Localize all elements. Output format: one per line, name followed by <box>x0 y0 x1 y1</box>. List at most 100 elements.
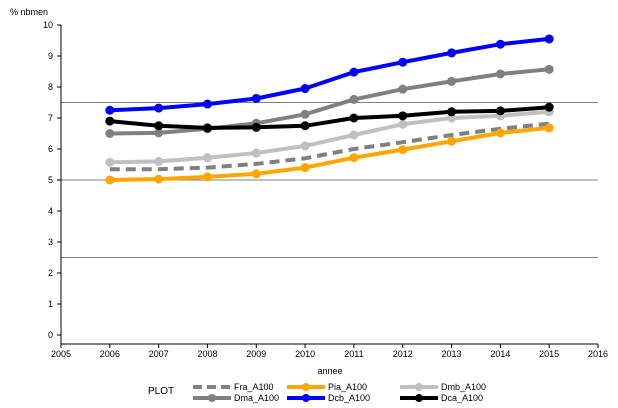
legend-item-Dma_A100: Dma_A100 <box>193 393 279 403</box>
data-point <box>349 130 359 140</box>
data-point <box>202 123 212 133</box>
series-layer <box>105 34 554 185</box>
data-point <box>447 76 457 86</box>
data-point <box>349 153 359 163</box>
y-axis-title: % nbmen <box>10 7 48 17</box>
legend-label: Dcb_A100 <box>328 393 370 403</box>
data-point <box>251 122 261 132</box>
data-point <box>495 69 505 79</box>
data-point <box>544 123 554 133</box>
series-Dma_A100 <box>105 64 554 138</box>
data-point <box>154 121 164 131</box>
data-point <box>398 111 408 121</box>
y-tick-label: 3 <box>48 237 53 247</box>
legend-item-Dcb_A100: Dcb_A100 <box>287 393 370 403</box>
y-tick-label: 5 <box>48 175 53 185</box>
series-line <box>109 125 550 182</box>
data-point <box>300 121 310 131</box>
data-point <box>154 174 164 184</box>
x-tick-label: 2011 <box>344 349 363 359</box>
x-tick-label: 2012 <box>393 349 413 359</box>
series-Dcb_A100 <box>105 34 554 115</box>
y-tick-label: 6 <box>48 144 53 154</box>
series-line <box>109 67 550 136</box>
data-point <box>251 169 261 179</box>
x-tick-label: 2010 <box>295 349 315 359</box>
y-ticks: 0 1 2 3 4 5 6 7 8 9 10 <box>43 20 61 340</box>
y-tick-label: 7 <box>48 113 53 123</box>
data-point <box>398 57 408 67</box>
series-line <box>109 36 550 113</box>
x-tick-label: 2005 <box>51 349 71 359</box>
series-Dca_A100 <box>105 102 554 133</box>
data-point <box>447 107 457 117</box>
data-point <box>154 128 164 138</box>
data-point <box>300 109 310 119</box>
legend-label: Dma_A100 <box>234 393 279 403</box>
series-Pia_A100 <box>105 123 554 185</box>
data-point <box>300 84 310 94</box>
data-point <box>251 93 261 103</box>
legend-title: PLOT <box>148 386 174 397</box>
data-point <box>447 136 457 146</box>
data-point <box>202 99 212 109</box>
y-tick-label: 8 <box>48 82 53 92</box>
y-tick-label: 4 <box>48 206 53 216</box>
legend-marker <box>302 394 310 402</box>
data-point <box>300 163 310 173</box>
y-tick-label: 1 <box>48 299 53 309</box>
series-line <box>109 109 550 165</box>
legend-marker <box>302 383 310 391</box>
x-tick-label: 2016 <box>588 349 608 359</box>
data-point <box>251 148 261 158</box>
data-point <box>154 103 164 113</box>
x-tick-label: 2008 <box>197 349 217 359</box>
legend-label: Pia_A100 <box>328 382 367 392</box>
data-point <box>495 39 505 49</box>
legend-marker <box>208 394 216 402</box>
legend-item-Fra_A100: Fra_A100 <box>193 382 274 392</box>
data-point <box>154 156 164 166</box>
data-point <box>105 105 115 115</box>
data-point <box>544 34 554 44</box>
data-point <box>447 48 457 58</box>
data-point <box>544 102 554 112</box>
data-point <box>105 175 115 185</box>
x-tick-label: 2007 <box>149 349 169 359</box>
y-tick-label: 2 <box>48 268 53 278</box>
legend-item-Dmb_A100: Dmb_A100 <box>400 382 486 392</box>
data-point <box>349 67 359 77</box>
data-point <box>447 113 457 123</box>
data-point <box>495 128 505 138</box>
legend-label: Fra_A100 <box>234 382 274 392</box>
axes <box>60 25 598 345</box>
x-tick-label: 2014 <box>490 349 510 359</box>
legend-marker <box>415 394 423 402</box>
legend: PLOT Fra_A100 Pia_A100 Dmb_A100 Dma_A100 Dcb… <box>148 382 486 403</box>
series-line <box>109 121 550 172</box>
data-point <box>105 157 115 167</box>
y-tick-label: 10 <box>43 20 53 30</box>
x-tick-label: 2009 <box>246 349 266 359</box>
series-Fra_A100 <box>109 121 550 172</box>
x-tick-label: 2006 <box>100 349 120 359</box>
data-point <box>349 113 359 123</box>
y-tick-label: 9 <box>48 51 53 61</box>
legend-label: Dmb_A100 <box>441 382 486 392</box>
legend-marker <box>415 383 423 391</box>
data-point <box>300 141 310 151</box>
x-tick-label: 2013 <box>442 349 462 359</box>
x-axis-title: annee <box>317 366 342 376</box>
series-Dmb_A100 <box>105 107 554 167</box>
data-point <box>202 172 212 182</box>
data-point <box>495 106 505 116</box>
x-ticks: 2005 2006 2007 2008 2009 2010 2011 2012 2013 2014… <box>51 344 608 359</box>
legend-item-Dca_A100: Dca_A100 <box>400 393 483 403</box>
data-point <box>105 116 115 126</box>
data-point <box>105 129 115 138</box>
data-point <box>202 153 212 163</box>
series-line <box>109 105 550 130</box>
data-point <box>398 145 408 155</box>
data-point <box>398 84 408 94</box>
